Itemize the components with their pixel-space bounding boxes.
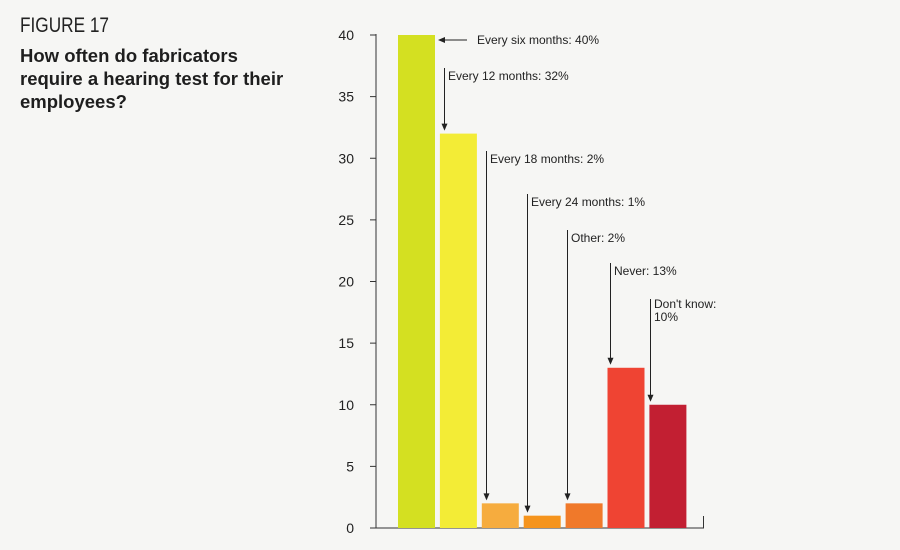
annotation-arrowhead [607, 357, 614, 365]
y-axis-ticks: 0 5 10 15 20 25 30 35 40 [338, 27, 376, 536]
y-tick-label: 5 [346, 458, 354, 474]
y-tick-label: 15 [338, 335, 354, 351]
annotation-arrowhead [483, 493, 490, 501]
y-tick-label: 40 [338, 27, 354, 43]
annotation-arrowhead [441, 123, 448, 131]
y-tick-label: 20 [338, 274, 354, 290]
annotation-arrowhead [524, 505, 531, 513]
y-tick-label: 35 [338, 89, 354, 105]
y-tick-label: 30 [338, 150, 354, 166]
annotations-group: Every six months: 40% Every 12 months: 32… [438, 33, 716, 513]
bar [607, 367, 645, 528]
bar [523, 515, 561, 528]
data-label: Every six months: 40% [477, 33, 599, 47]
data-label: 10% [654, 310, 678, 324]
figure-number: FIGURE 17 [20, 14, 109, 37]
data-label: Every 18 months: 2% [490, 152, 604, 166]
annotation-arrowhead [647, 394, 654, 402]
data-label: Other: 2% [571, 231, 625, 245]
bar [565, 503, 603, 528]
bar [649, 404, 687, 528]
chart-title: How often do fabricators require a heari… [20, 45, 284, 112]
y-tick-label: 25 [338, 212, 354, 228]
bars-group [398, 35, 687, 528]
data-label: Don't know: [654, 297, 716, 311]
data-label: Every 24 months: 1% [531, 195, 645, 209]
bar [439, 133, 477, 528]
annotation-arrowhead [438, 37, 445, 43]
y-tick-label: 0 [346, 520, 354, 536]
y-tick-label: 10 [338, 397, 354, 413]
data-label: Every 12 months: 32% [448, 69, 569, 83]
data-label: Never: 13% [614, 264, 677, 278]
annotation-arrowhead [564, 493, 571, 501]
bar [481, 503, 519, 528]
bar [398, 35, 435, 528]
